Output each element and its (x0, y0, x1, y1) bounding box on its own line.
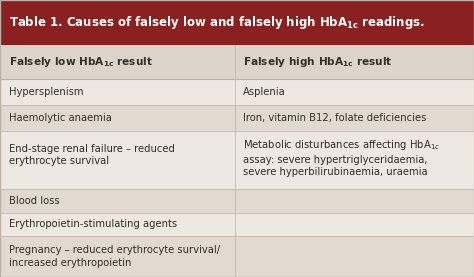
Bar (0, 79, 235, 105)
Bar (235, 105, 474, 131)
Text: Falsely high HbA$_\mathregular{1c}$ result: Falsely high HbA$_\mathregular{1c}$ resu… (243, 55, 392, 69)
Bar (0, 189, 235, 212)
Bar (235, 45, 474, 79)
Text: Erythropoietin-stimulating agents: Erythropoietin-stimulating agents (9, 219, 177, 229)
Bar (235, 131, 474, 189)
Bar (0, 0, 474, 45)
Bar (0, 236, 235, 277)
Bar (235, 189, 474, 212)
Bar (235, 212, 474, 236)
Text: Iron, vitamin B12, folate deficiencies: Iron, vitamin B12, folate deficiencies (243, 113, 427, 123)
Text: Asplenia: Asplenia (243, 87, 286, 97)
Bar (235, 79, 474, 105)
Bar (0, 212, 235, 236)
Bar (0, 105, 235, 131)
Bar (0, 45, 235, 79)
Text: Hypersplenism: Hypersplenism (9, 87, 83, 97)
Text: Metabolic disturbances affecting HbA$_{1c}$
assay: severe hypertriglyceridaemia,: Metabolic disturbances affecting HbA$_{1… (243, 138, 441, 177)
Text: Table 1. Causes of falsely low and falsely high HbA$_\mathregular{1c}$ readings.: Table 1. Causes of falsely low and false… (9, 14, 424, 31)
Text: Blood loss: Blood loss (9, 196, 59, 206)
Bar (0, 131, 235, 189)
Text: Pregnancy – reduced erythrocyte survival/
increased erythropoietin: Pregnancy – reduced erythrocyte survival… (9, 245, 219, 268)
Text: Falsely low HbA$_\mathregular{1c}$ result: Falsely low HbA$_\mathregular{1c}$ resul… (9, 55, 152, 69)
Text: Haemolytic anaemia: Haemolytic anaemia (9, 113, 111, 123)
Text: End-stage renal failure – reduced
erythrocyte survival: End-stage renal failure – reduced erythr… (9, 144, 174, 166)
Bar (235, 236, 474, 277)
